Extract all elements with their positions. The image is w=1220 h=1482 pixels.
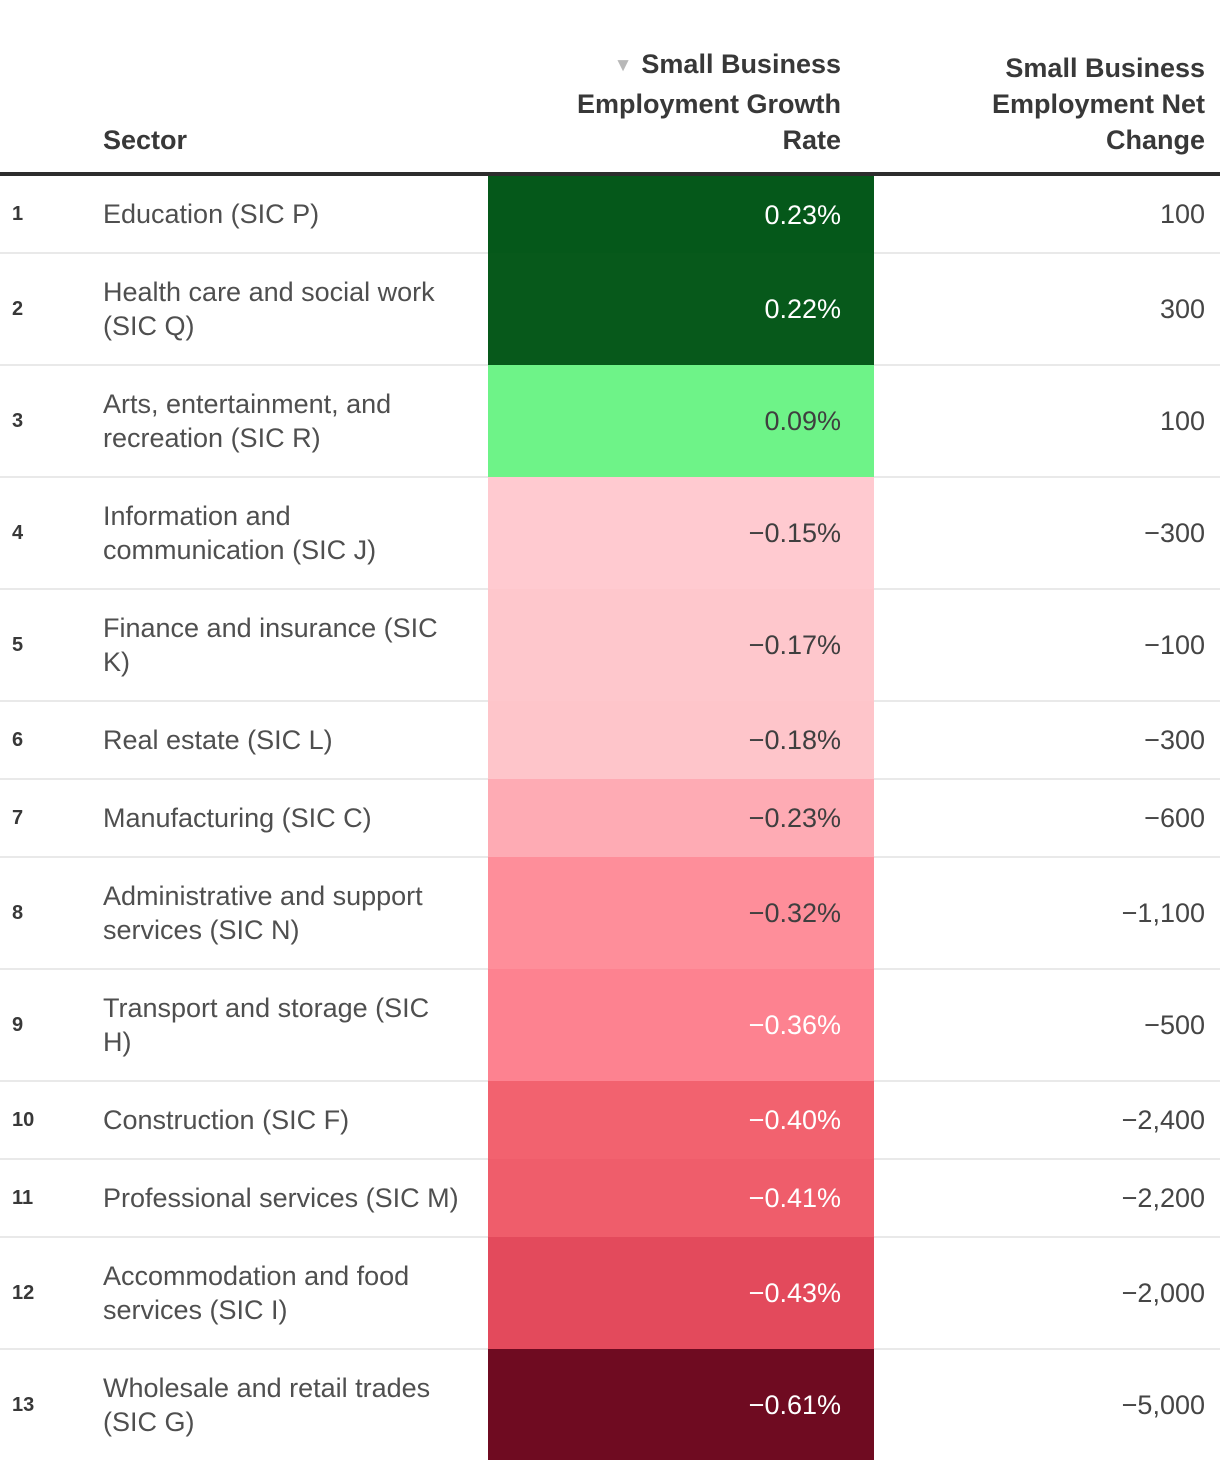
row-net-change-value: 300 [874, 252, 1220, 365]
row-net-change-value: −300 [874, 476, 1220, 589]
row-sector-label: Education (SIC P) [103, 199, 320, 229]
row-net-change-value: 100 [874, 364, 1220, 477]
row-growth-rate-cell: −0.41% [488, 1159, 874, 1237]
row-sector-label: Administrative and support services (SIC… [103, 856, 488, 969]
row-sector-label: Real estate (SIC L) [103, 700, 488, 779]
row-rank: 11 [0, 1158, 103, 1237]
sector-header-label: Sector [103, 125, 188, 155]
row-growth-rate-cell: −0.15% [488, 477, 874, 589]
row-growth-rate-cell: −0.43% [488, 1237, 874, 1349]
growth-header-label: Small Business Employment Growth Rate [576, 49, 841, 155]
row-growth-rate-cell: −0.23% [488, 779, 874, 857]
table-row: 8 Administrative and support services (S… [0, 856, 1220, 969]
row-sector-label: Wholesale and retail trades (SIC G) [103, 1348, 488, 1460]
table-row: 4 Information and communication (SIC J) … [0, 476, 1220, 589]
table-row: 5 Finance and insurance (SIC K) −0.17% −… [0, 588, 1220, 701]
row-rank: 5 [0, 588, 103, 701]
table-row: 13 Wholesale and retail trades (SIC G) −… [0, 1348, 1220, 1460]
row-growth-rate-cell: −0.18% [488, 701, 874, 779]
row-growth-rate-cell: 0.23% [488, 174, 874, 253]
row-net-change-value: −2,200 [874, 1158, 1220, 1237]
row-net-change-value: −1,100 [874, 856, 1220, 969]
row-sector-label: Construction (SIC F) [103, 1080, 488, 1159]
bottom-spacer [0, 1460, 1220, 1470]
column-header-growth-rate[interactable]: ▼ Small Business Employment Growth Rate [488, 0, 874, 176]
row-rank: 12 [0, 1236, 103, 1349]
row-rank: 8 [0, 856, 103, 969]
row-net-change-value: −300 [874, 700, 1220, 779]
row-growth-rate-cell: −0.40% [488, 1081, 874, 1159]
row-rank: 3 [0, 364, 103, 477]
row-rank: 2 [0, 252, 103, 365]
table-row: 10 Construction (SIC F) −0.40% −2,400 [0, 1080, 1220, 1159]
row-net-change-value: −2,400 [874, 1080, 1220, 1159]
row-rank: 13 [0, 1348, 103, 1460]
row-net-change-value: 100 [1159, 199, 1205, 229]
row-growth-rate-cell: 0.22% [488, 253, 874, 365]
sort-descending-icon[interactable]: ▼ [613, 55, 633, 76]
table-row: 3 Arts, entertainment, and recreation (S… [0, 364, 1220, 477]
net-header-label: Small Business Employment Net Change [991, 53, 1205, 155]
table-row: 9 Transport and storage (SIC H) −0.36% −… [0, 968, 1220, 1081]
row-net-change-value: −500 [874, 968, 1220, 1081]
header-row: Sector ▼ Small Business Employment Growth… [0, 0, 1220, 176]
row-growth-rate-cell: −0.17% [488, 589, 874, 701]
row-sector-label: Information and communication (SIC J) [103, 476, 488, 589]
row-rank: 9 [0, 968, 103, 1081]
row-sector-label: Finance and insurance (SIC K) [103, 588, 488, 701]
row-growth-rate-cell: −0.32% [488, 857, 874, 969]
table-row: 12 Accommodation and food services (SIC … [0, 1236, 1220, 1349]
table-row: 2 Health care and social work (SIC Q) 0.… [0, 252, 1220, 365]
row-rank: 1 [12, 202, 24, 225]
row-sector-label: Health care and social work (SIC Q) [103, 252, 488, 365]
header-rank-spacer [0, 0, 103, 176]
row-net-change-value: −2,000 [874, 1236, 1220, 1349]
row-rank: 6 [0, 700, 103, 779]
row-rank: 10 [0, 1080, 103, 1159]
row-net-change-value: −100 [874, 588, 1220, 701]
table-row: 1 Education (SIC P) 0.23% 100 [0, 174, 1220, 253]
row-rank: 7 [0, 778, 103, 857]
row-net-change-value: −5,000 [874, 1348, 1220, 1460]
column-header-net-change[interactable]: Small Business Employment Net Change [874, 0, 1220, 176]
row-sector-label: Arts, entertainment, and recreation (SIC… [103, 364, 488, 477]
table-row: 6 Real estate (SIC L) −0.18% −300 [0, 700, 1220, 779]
table-row: 7 Manufacturing (SIC C) −0.23% −600 [0, 778, 1220, 857]
row-growth-rate-cell: 0.09% [488, 365, 874, 477]
table-body: 1 Education (SIC P) 0.23% 100 2 Health c… [0, 174, 1220, 1460]
row-growth-rate-cell: −0.61% [488, 1349, 874, 1460]
row-sector-label: Transport and storage (SIC H) [103, 968, 488, 1081]
row-growth-rate-cell: −0.36% [488, 969, 874, 1081]
column-header-sector[interactable]: Sector [103, 0, 488, 176]
row-sector-label: Professional services (SIC M) [103, 1158, 488, 1237]
row-rank: 4 [0, 476, 103, 589]
table-row: 11 Professional services (SIC M) −0.41% … [0, 1158, 1220, 1237]
row-sector-label: Manufacturing (SIC C) [103, 778, 488, 857]
row-sector-label: Accommodation and food services (SIC I) [103, 1236, 488, 1349]
row-net-change-value: −600 [874, 778, 1220, 857]
